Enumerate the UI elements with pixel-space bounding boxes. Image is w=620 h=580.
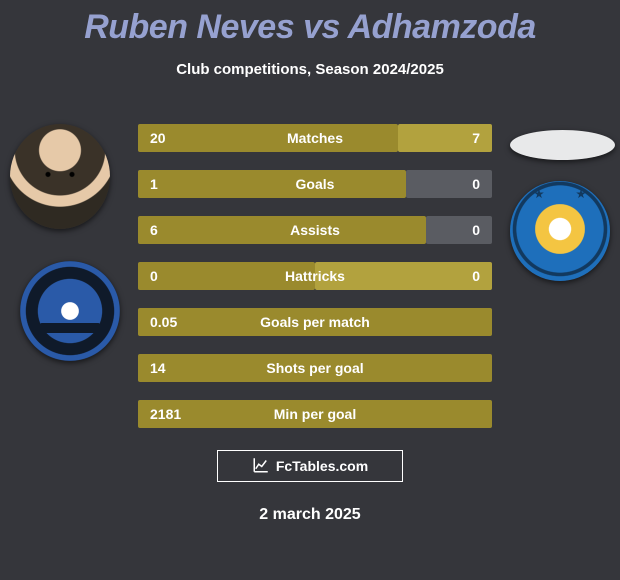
stat-value-right: 0 [472, 170, 480, 198]
stat-value-right: 7 [472, 124, 480, 152]
stat-value-left: 1 [150, 170, 158, 198]
stat-value-left: 0 [150, 262, 158, 290]
stat-name-label: Assists [290, 216, 340, 244]
stat-value-left: 20 [150, 124, 166, 152]
stat-value-left: 2181 [150, 400, 181, 428]
site-watermark: FcTables.com [217, 450, 403, 482]
page-subtitle: Club competitions, Season 2024/2025 [0, 61, 620, 78]
comparison-panel: 20 7 Matches 1 0 Goals 6 0 Assists 0 0 Hattricks 0.0… [0, 106, 620, 436]
stat-value-right: 0 [472, 262, 480, 290]
stat-name-label: Hattricks [285, 262, 345, 290]
stat-value-right: 0 [472, 216, 480, 244]
player2-photo [510, 130, 615, 160]
stat-bars: 20 7 Matches 1 0 Goals 6 0 Assists 0 0 Hattricks 0.0… [138, 124, 492, 446]
stat-bar-right [426, 216, 492, 244]
player1-club-badge [20, 261, 120, 361]
stat-bar-left [138, 124, 398, 152]
stat-value-left: 6 [150, 216, 158, 244]
chart-icon [252, 456, 270, 477]
stat-bar-left [138, 170, 406, 198]
stat-value-left: 14 [150, 354, 166, 382]
stat-row: 6 0 Assists [138, 216, 492, 244]
snapshot-date: 2 march 2025 [0, 506, 620, 524]
stat-row: 0.05 Goals per match [138, 308, 492, 336]
stat-name-label: Goals [296, 170, 335, 198]
stat-row: 14 Shots per goal [138, 354, 492, 382]
stat-name-label: Min per goal [274, 400, 356, 428]
page-title: Ruben Neves vs Adhamzoda [0, 0, 620, 47]
player1-photo [10, 124, 110, 229]
stat-bar-left [138, 216, 426, 244]
stat-row: 2181 Min per goal [138, 400, 492, 428]
player2-club-badge [510, 181, 610, 281]
stat-row: 20 7 Matches [138, 124, 492, 152]
stat-row: 0 0 Hattricks [138, 262, 492, 290]
stat-value-left: 0.05 [150, 308, 177, 336]
watermark-text: FcTables.com [276, 458, 368, 474]
stat-name-label: Shots per goal [266, 354, 363, 382]
stat-name-label: Goals per match [260, 308, 370, 336]
stat-name-label: Matches [287, 124, 343, 152]
stat-row: 1 0 Goals [138, 170, 492, 198]
